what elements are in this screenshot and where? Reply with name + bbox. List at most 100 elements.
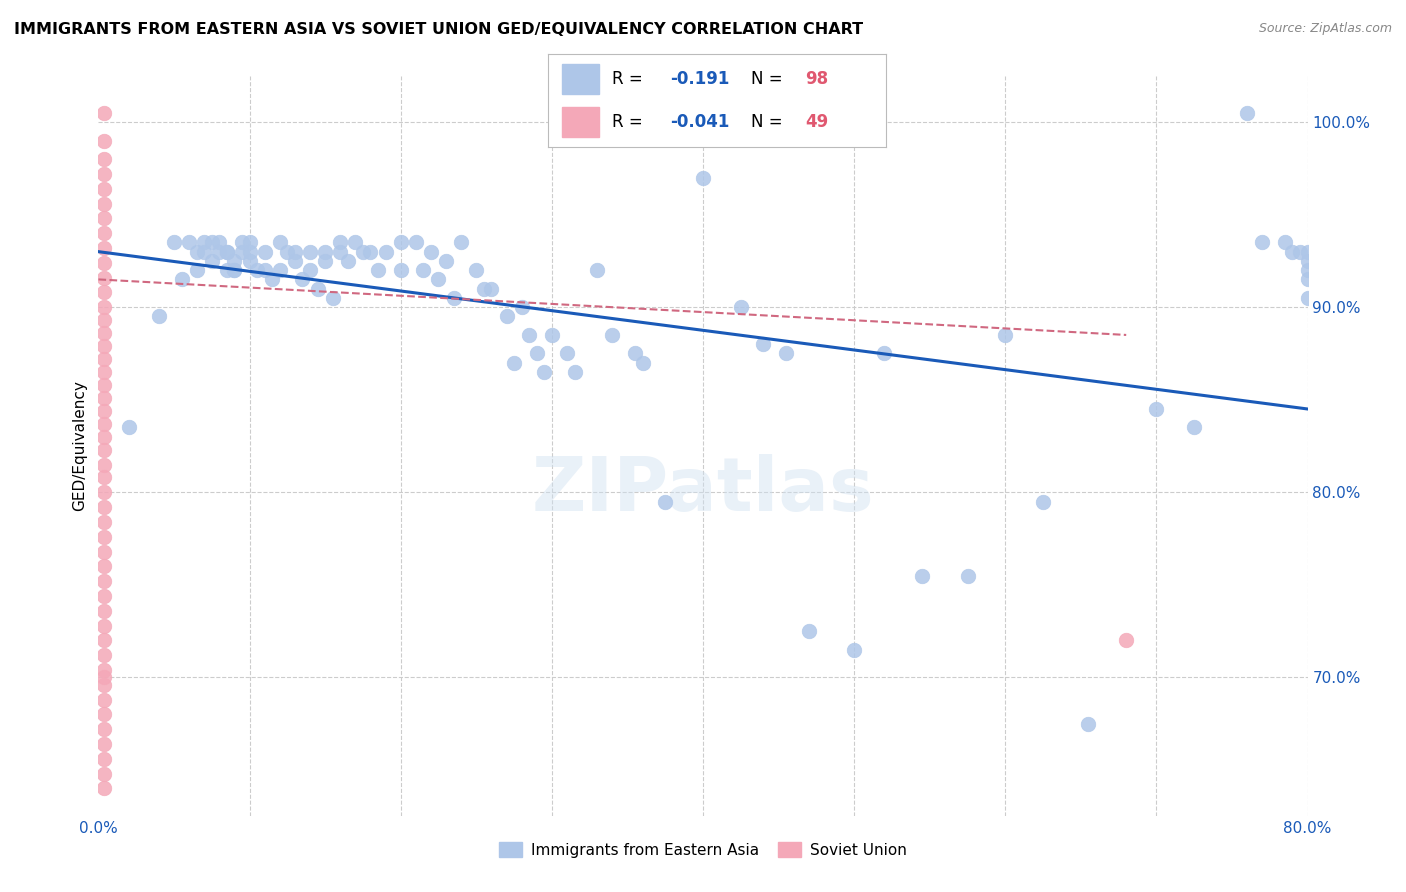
Point [797,624,820,639]
Point [93,574,115,588]
Point [564,365,586,379]
Point [186,244,208,259]
Y-axis label: GED/Equivalency: GED/Equivalency [72,381,87,511]
Point [322,291,344,305]
Point [93,300,115,314]
Point [186,263,208,277]
Point [412,263,434,277]
Point [93,559,115,574]
Point [93,530,115,544]
Point [93,326,115,340]
Point [1144,402,1167,417]
Point [231,235,253,250]
Point [314,244,336,259]
Point [231,244,253,259]
Point [555,346,578,360]
Point [344,235,367,250]
Point [224,263,246,277]
Point [956,568,979,582]
Point [540,327,562,342]
Point [692,170,714,185]
Point [93,618,115,632]
Point [284,253,307,268]
Point [329,235,352,250]
Point [93,404,115,418]
Point [1281,244,1303,259]
Point [495,310,517,324]
Text: -0.191: -0.191 [669,70,730,87]
Point [299,263,322,277]
Text: 49: 49 [804,113,828,131]
Point [844,642,866,657]
Point [465,263,488,277]
Point [420,244,443,259]
Point [239,253,262,268]
Point [93,544,115,558]
Point [93,430,115,444]
Point [775,346,797,360]
Point [994,327,1017,342]
Point [93,442,115,457]
Point [93,211,115,226]
Point [450,235,472,250]
Point [93,196,115,211]
Point [246,263,269,277]
Point [1077,716,1099,731]
Point [517,327,540,342]
FancyBboxPatch shape [562,107,599,136]
Point [1296,253,1319,268]
Point [93,241,115,255]
Point [93,604,115,618]
Point [329,244,352,259]
Point [93,182,115,196]
Point [1236,106,1258,120]
Point [510,300,533,314]
Point [93,589,115,603]
Point [208,235,231,250]
Text: R =: R = [613,113,643,131]
Point [752,337,775,351]
Point [224,253,246,268]
Point [193,244,215,259]
Point [253,244,276,259]
Point [208,244,231,259]
Point [93,351,115,366]
Point [389,235,412,250]
Point [1296,291,1319,305]
Point [352,244,374,259]
Point [201,253,224,268]
Point [93,692,115,706]
Text: -0.041: -0.041 [669,113,730,131]
Point [93,633,115,648]
Point [93,391,115,405]
Text: Source: ZipAtlas.com: Source: ZipAtlas.com [1258,22,1392,36]
Point [93,737,115,751]
Point [262,272,284,286]
Point [93,458,115,472]
Point [1182,420,1205,434]
Point [239,244,262,259]
Point [253,263,276,277]
Point [93,663,115,677]
Point [427,272,450,286]
Point [374,244,396,259]
Legend: Immigrants from Eastern Asia, Soviet Union: Immigrants from Eastern Asia, Soviet Uni… [494,837,912,864]
Point [911,568,934,582]
Point [1115,633,1137,648]
Point [93,766,115,780]
Point [93,226,115,240]
Point [360,244,382,259]
Point [93,339,115,353]
Point [93,417,115,431]
Point [93,106,115,120]
Point [1032,494,1054,508]
Point [118,420,141,434]
Point [93,707,115,722]
Point [93,270,115,285]
Point [1289,244,1312,259]
Point [314,253,336,268]
Point [179,235,201,250]
Point [276,244,298,259]
Point [215,263,238,277]
Text: IMMIGRANTS FROM EASTERN ASIA VS SOVIET UNION GED/EQUIVALENCY CORRELATION CHART: IMMIGRANTS FROM EASTERN ASIA VS SOVIET U… [14,22,863,37]
